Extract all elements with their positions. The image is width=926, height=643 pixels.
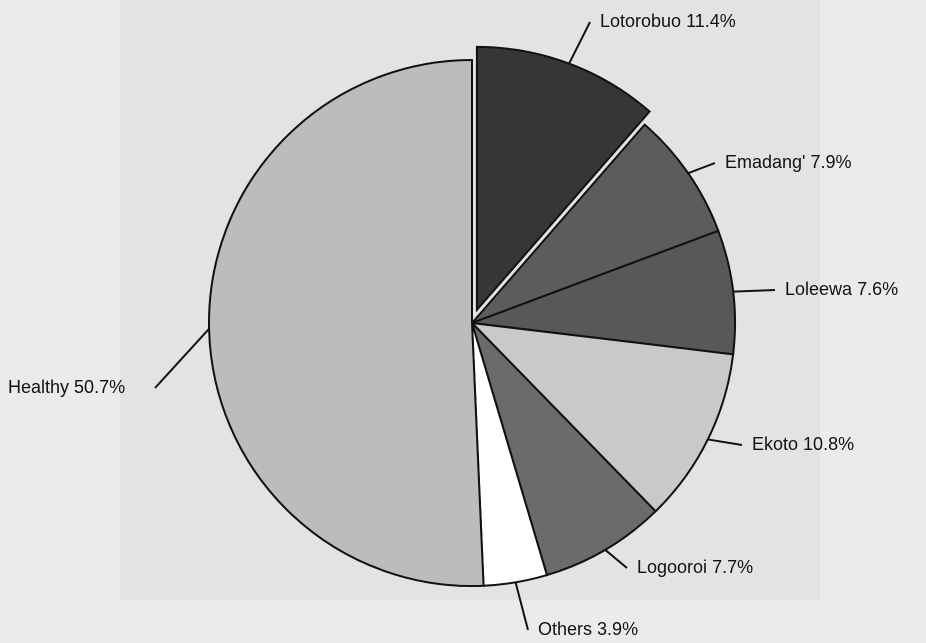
slice-label: Emadang' 7.9%: [725, 152, 852, 172]
leader-line: [604, 549, 628, 569]
slice-name: Others: [538, 619, 592, 639]
pie-slice: [208, 58, 485, 587]
slice-value: 7.9%: [811, 152, 852, 172]
slice-label: Logooroi 7.7%: [637, 557, 753, 577]
leader-line: [733, 289, 776, 293]
pie-slice: [469, 321, 735, 513]
slice-name: Logooroi: [637, 557, 707, 577]
leader-line: [707, 438, 743, 446]
slice-label: Lotorobuo 11.4%: [600, 11, 736, 31]
slice-value: 50.7%: [74, 377, 125, 397]
pie-slice: [471, 322, 658, 577]
slice-value: 11.4%: [686, 11, 736, 31]
slice-name: Emadang': [725, 152, 806, 172]
slice-value: 10.8%: [803, 434, 854, 454]
slice-name: Loleewa: [785, 279, 853, 299]
slice-name: Healthy: [8, 377, 69, 397]
slice-value: 3.9%: [597, 619, 638, 639]
slice-label: Others 3.9%: [538, 619, 638, 639]
slice-label: Loleewa 7.6%: [785, 279, 898, 299]
leader-line: [568, 21, 591, 65]
leader-line: [687, 162, 716, 175]
leader-line: [514, 582, 529, 631]
slice-label: Ekoto 10.8%: [752, 434, 854, 454]
slice-name: Ekoto: [752, 434, 798, 454]
slice-name: Lotorobuo: [600, 11, 681, 31]
slice-value: 7.7%: [712, 557, 753, 577]
leader-line: [154, 328, 210, 389]
slice-value: 7.6%: [857, 279, 898, 299]
slice-label: Healthy 50.7%: [8, 377, 125, 397]
